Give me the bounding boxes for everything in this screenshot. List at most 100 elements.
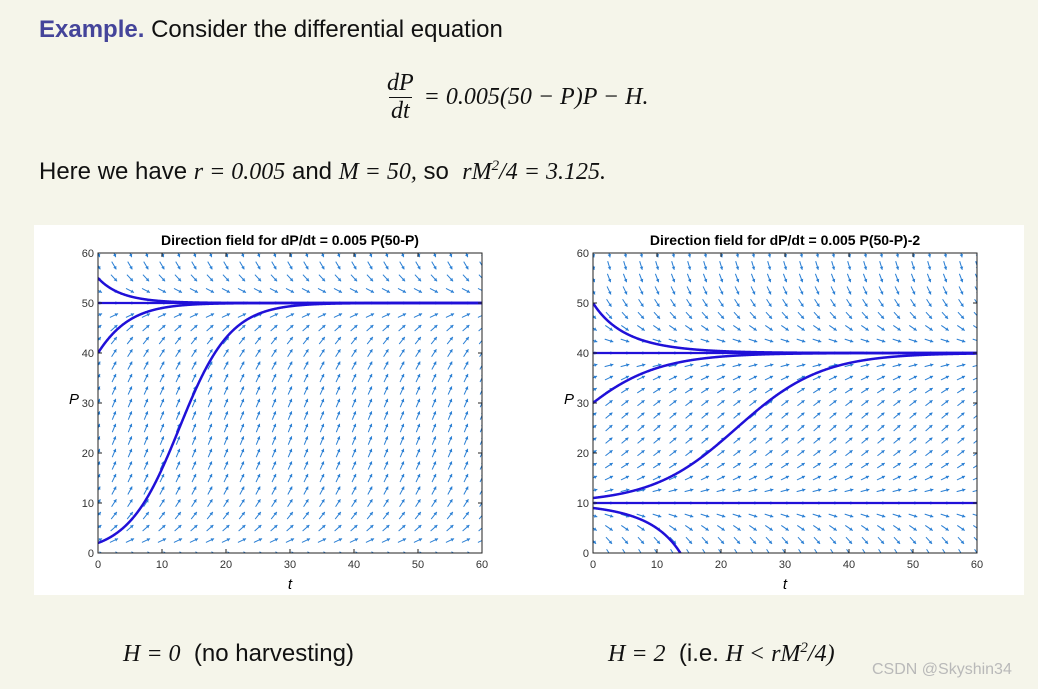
x-tick-label: 40	[348, 559, 360, 571]
field-arrowhead	[704, 291, 708, 295]
field-arrowhead	[673, 327, 677, 331]
field-arrowhead	[385, 373, 389, 378]
field-arrowhead	[129, 349, 133, 353]
field-arrowhead	[737, 388, 741, 392]
field-arrowhead	[113, 349, 117, 353]
field-arrowhead	[737, 514, 742, 518]
field-arrowhead	[911, 278, 916, 283]
field-arrowhead	[433, 511, 437, 516]
y-tick-label: 50	[82, 298, 94, 310]
field-arrowhead	[337, 265, 341, 270]
field-arrowhead	[735, 266, 740, 270]
field-arrowhead	[656, 553, 659, 556]
field-arrowhead	[320, 398, 325, 403]
field-arrowhead	[703, 266, 708, 270]
field-arrowhead	[784, 540, 789, 544]
field-arrowhead	[672, 553, 675, 556]
caption-left-math: H = 0	[123, 641, 181, 667]
field-arrowhead	[961, 400, 965, 404]
field-arrowhead	[432, 411, 437, 415]
field-arrowhead	[290, 289, 295, 293]
field-arrowhead	[192, 423, 197, 428]
field-arrowhead	[944, 303, 948, 307]
field-arrowhead	[960, 425, 965, 429]
field-arrowhead	[593, 254, 596, 258]
field-arrowhead	[368, 386, 373, 390]
field-arrow	[926, 548, 930, 553]
field-arrowhead	[753, 327, 757, 331]
field-arrowhead	[768, 437, 773, 441]
field-arrowhead	[322, 538, 327, 542]
field-arrowhead	[769, 363, 774, 367]
field-arrowhead	[480, 254, 482, 256]
field-arrowhead	[752, 425, 757, 429]
field-arrowhead	[352, 398, 357, 403]
field-arrowhead	[801, 527, 805, 531]
figure-panel: 0 10 20 30 40 50 60 0 10 20 30 40 50 60 Direction fiel…	[34, 225, 1024, 595]
field-arrowhead	[688, 291, 692, 295]
field-arrow	[479, 426, 482, 433]
field-arrowhead	[146, 313, 151, 317]
field-arrowhead	[129, 336, 133, 341]
field-arrowhead	[705, 488, 710, 492]
field-arrowhead	[433, 336, 437, 341]
field-arrowhead	[448, 411, 453, 415]
field-arrowhead	[176, 253, 181, 258]
field-arrowhead	[257, 277, 262, 282]
field-arrowhead	[113, 336, 117, 341]
field-arrowhead	[113, 511, 117, 516]
field-arrowhead	[721, 388, 725, 392]
field-arrowhead	[944, 437, 949, 441]
field-arrowhead	[162, 538, 167, 542]
field-arrowhead	[161, 336, 165, 341]
field-arrowhead	[625, 388, 629, 392]
field-arrowhead	[257, 349, 261, 353]
field-arrowhead	[400, 461, 405, 465]
field-arrowhead	[113, 373, 117, 378]
field-arrowhead	[210, 313, 215, 317]
field-arrowhead	[464, 448, 469, 453]
field-arrowhead	[865, 450, 869, 454]
field-arrowhead	[673, 463, 677, 467]
field-arrowhead	[449, 499, 453, 503]
field-arrowhead	[704, 315, 709, 319]
field-arrowhead	[256, 448, 261, 453]
field-arrowhead	[352, 386, 357, 390]
field-arrowhead	[721, 339, 726, 343]
field-arrowhead	[705, 475, 710, 479]
field-arrowhead	[130, 289, 135, 293]
field-arrowhead	[193, 277, 198, 282]
field-arrowhead	[881, 527, 885, 531]
field-arrowhead	[417, 265, 421, 270]
field-arrowhead	[289, 373, 293, 378]
field-arrowhead	[98, 336, 101, 341]
field-arrowhead	[753, 488, 758, 492]
field-arrowhead	[799, 266, 804, 270]
field-arrowhead	[913, 327, 917, 331]
field-arrowhead	[799, 278, 804, 283]
field-arrowhead	[130, 538, 135, 542]
field-arrowhead	[881, 514, 886, 518]
field-arrowhead	[369, 499, 373, 503]
field-arrowhead	[944, 315, 949, 319]
field-arrowhead	[879, 278, 884, 283]
field-arrowhead	[687, 266, 692, 270]
field-arrowhead	[400, 386, 405, 390]
field-arrowhead	[305, 473, 309, 478]
field-arrowhead	[145, 277, 150, 282]
field-arrowhead	[751, 266, 756, 270]
example-text: Consider the differential equation	[151, 16, 503, 43]
field-arrowhead	[848, 412, 853, 416]
field-arrowhead	[640, 412, 645, 416]
field-arrowhead	[927, 278, 932, 283]
field-arrowhead	[129, 361, 133, 366]
field-arrowhead	[944, 412, 949, 416]
field-arrowhead	[737, 400, 741, 404]
field-arrowhead	[272, 436, 277, 440]
field-arrowhead	[688, 540, 693, 544]
field-arrowhead	[657, 488, 662, 492]
field-arrowhead	[751, 254, 756, 258]
caption-right-ineq-lhs: H < rM	[725, 641, 801, 667]
field-arrowhead	[177, 499, 181, 503]
field-arrowhead	[176, 436, 181, 440]
